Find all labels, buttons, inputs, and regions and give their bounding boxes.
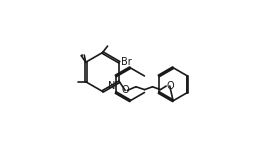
Text: N: N — [108, 81, 115, 91]
Text: Br: Br — [121, 57, 132, 67]
Text: O: O — [121, 85, 129, 95]
Text: O: O — [167, 81, 175, 91]
